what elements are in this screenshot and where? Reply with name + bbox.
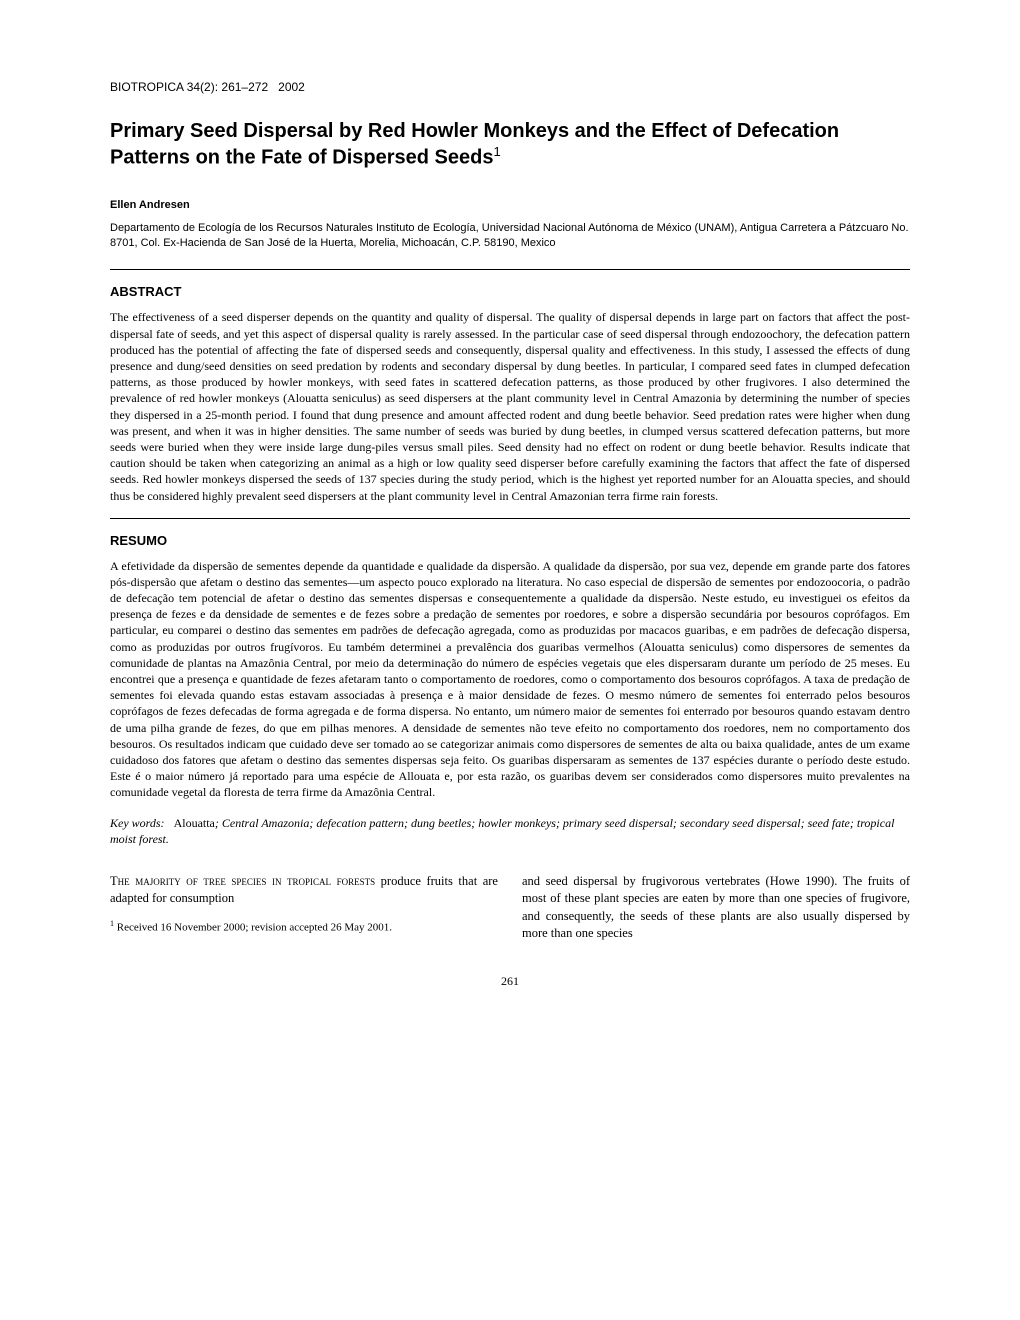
keywords-label: Key words: xyxy=(110,816,165,830)
footnote-text: Received 16 November 2000; revision acce… xyxy=(117,922,392,934)
divider xyxy=(110,269,910,270)
page-number: 261 xyxy=(110,974,910,989)
body-lead: The majority of tree species in tropical… xyxy=(110,874,375,888)
footnote: 1 Received 16 November 2000; revision ac… xyxy=(110,918,498,936)
abstract-body: The effectiveness of a seed disperser de… xyxy=(110,309,910,503)
journal-year: 2002 xyxy=(278,80,305,94)
keywords-text: ; Central Amazonia; defecation pattern; … xyxy=(110,816,894,846)
title-footnote-marker: 1 xyxy=(493,144,500,159)
resumo-body: A efetividade da dispersão de sementes d… xyxy=(110,558,910,801)
footnote-marker: 1 xyxy=(110,919,114,928)
resumo-heading: RESUMO xyxy=(110,533,910,548)
body-text: The majority of tree species in tropical… xyxy=(110,873,910,945)
body-paragraph-col2: and seed dispersal by frugivorous verteb… xyxy=(522,873,910,943)
author-affiliation: Departamento de Ecología de los Recursos… xyxy=(110,221,910,252)
divider xyxy=(110,518,910,519)
body-paragraph: The majority of tree species in tropical… xyxy=(110,873,498,908)
title-text: Primary Seed Dispersal by Red Howler Mon… xyxy=(110,120,839,169)
author-name: Ellen Andresen xyxy=(110,199,910,211)
keywords: Key words: Alouatta; Central Amazonia; d… xyxy=(110,815,910,847)
journal-volume: 34(2): xyxy=(187,80,218,94)
article-title: Primary Seed Dispersal by Red Howler Mon… xyxy=(110,118,910,171)
journal-pages: 261–272 xyxy=(221,80,268,94)
abstract-heading: ABSTRACT xyxy=(110,284,910,299)
journal-header: BIOTROPICA 34(2): 261–272 2002 xyxy=(110,80,910,94)
journal-name: BIOTROPICA xyxy=(110,80,183,94)
